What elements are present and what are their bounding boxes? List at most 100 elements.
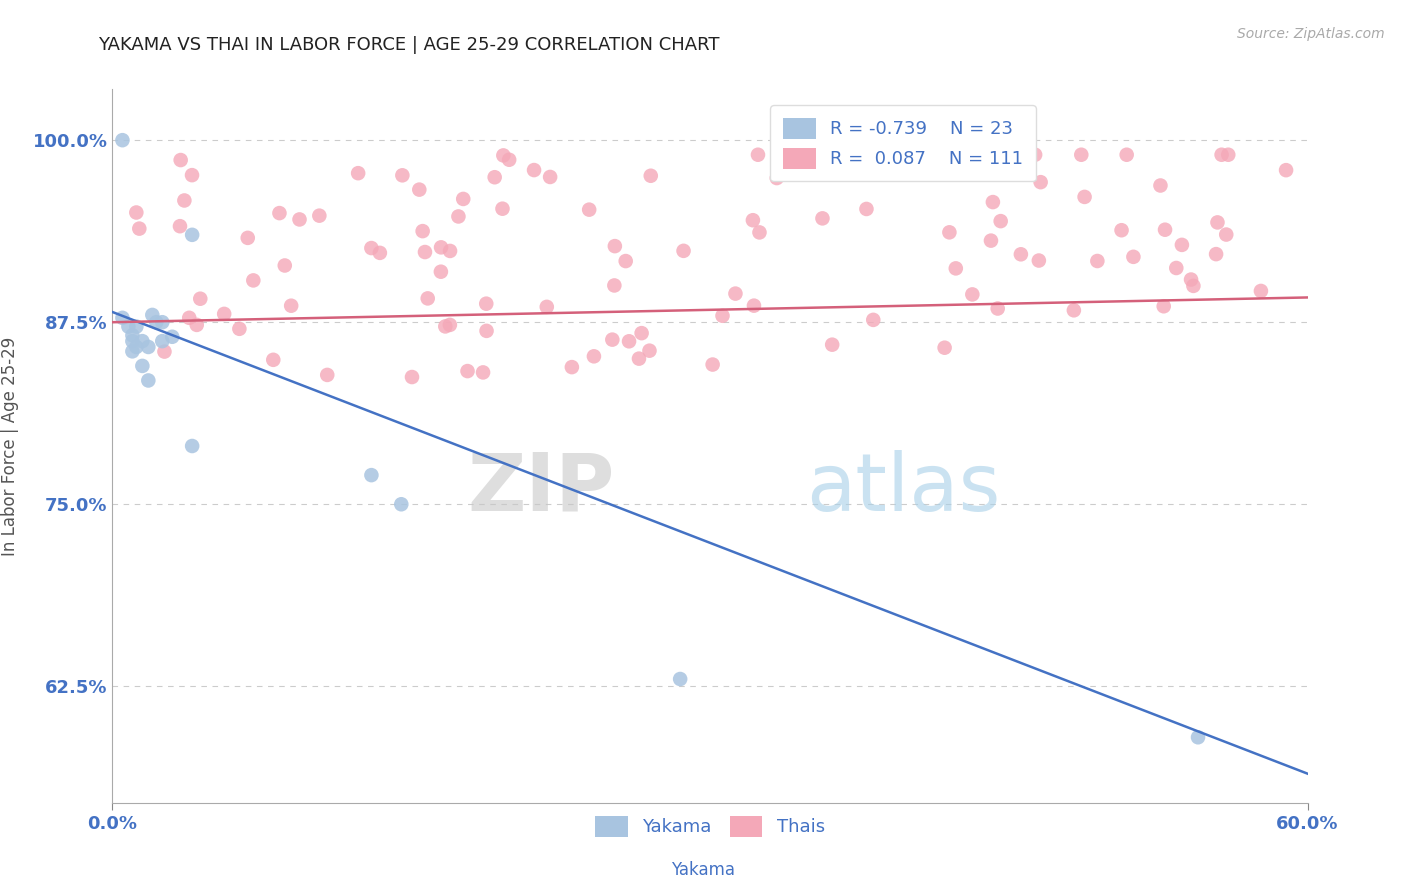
Point [981, 195, 1004, 210]
Point [859, 147, 882, 161]
Point [280, 299, 302, 313]
Point [797, 153, 820, 168]
Point [1206, 215, 1229, 229]
Point [228, 322, 250, 336]
Point [702, 358, 724, 372]
Point [741, 213, 763, 227]
Point [614, 254, 637, 268]
Point [447, 210, 470, 224]
Text: atlas: atlas [806, 450, 1000, 528]
Point [1171, 238, 1194, 252]
Point [173, 194, 195, 208]
Point [360, 468, 382, 483]
Point [169, 219, 191, 234]
Point [125, 205, 148, 219]
Point [1115, 147, 1137, 161]
Point [416, 292, 439, 306]
Point [617, 334, 640, 349]
Point [862, 313, 884, 327]
Point [389, 497, 412, 511]
Point [934, 341, 956, 355]
Point [523, 163, 546, 178]
Point [980, 234, 1002, 248]
Point [145, 315, 167, 329]
Point [990, 214, 1012, 228]
Point [987, 301, 1010, 316]
Point [1111, 223, 1133, 237]
Point [162, 330, 183, 344]
Point [491, 202, 513, 216]
Point [561, 360, 583, 375]
Point [472, 366, 495, 380]
Point [121, 334, 143, 348]
Point [748, 226, 770, 240]
Point [724, 286, 747, 301]
Point [1182, 278, 1205, 293]
Point [186, 318, 208, 332]
Point [640, 169, 662, 183]
Point [747, 147, 769, 161]
Point [1070, 147, 1092, 161]
Point [638, 343, 661, 358]
Point [945, 261, 967, 276]
Point [1029, 175, 1052, 189]
Point [1122, 250, 1144, 264]
Point [669, 672, 692, 686]
Point [1153, 299, 1175, 313]
Point [475, 296, 498, 310]
Point [131, 334, 153, 348]
Text: Yakama: Yakama [671, 861, 735, 879]
Point [368, 245, 391, 260]
Point [1149, 178, 1171, 193]
Point [242, 273, 264, 287]
Point [908, 151, 931, 165]
Point [855, 202, 877, 216]
Point [262, 352, 284, 367]
Point [391, 169, 413, 183]
Point [498, 153, 520, 167]
Point [484, 170, 506, 185]
Point [439, 244, 461, 258]
Point [111, 310, 134, 325]
Point [170, 153, 193, 167]
Point [181, 227, 204, 242]
Point [630, 326, 652, 340]
Point [578, 202, 600, 217]
Point [121, 344, 143, 359]
Text: Source: ZipAtlas.com: Source: ZipAtlas.com [1237, 27, 1385, 41]
Point [451, 192, 474, 206]
Y-axis label: In Labor Force | Age 25-29: In Labor Force | Age 25-29 [1, 336, 18, 556]
Point [603, 239, 626, 253]
Point [413, 245, 436, 260]
Point [401, 370, 423, 384]
Point [1211, 147, 1233, 161]
Point [153, 344, 176, 359]
Point [236, 231, 259, 245]
Point [811, 211, 834, 226]
Point [131, 359, 153, 373]
Point [212, 307, 235, 321]
Point [138, 374, 160, 388]
Point [711, 309, 734, 323]
Point [1010, 247, 1032, 261]
Point [412, 224, 434, 238]
Point [121, 328, 143, 343]
Point [430, 265, 453, 279]
Point [188, 292, 211, 306]
Point [938, 225, 960, 239]
Point [269, 206, 291, 220]
Point [138, 340, 160, 354]
Point [1180, 272, 1202, 286]
Point [179, 310, 201, 325]
Point [1187, 731, 1209, 745]
Point [1085, 254, 1108, 268]
Point [274, 259, 297, 273]
Point [347, 166, 370, 180]
Point [316, 368, 339, 382]
Point [475, 324, 498, 338]
Text: YAKAMA VS THAI IN LABOR FORCE | AGE 25-29 CORRELATION CHART: YAKAMA VS THAI IN LABOR FORCE | AGE 25-2… [98, 36, 720, 54]
Point [1166, 260, 1188, 275]
Point [797, 147, 820, 161]
Point [582, 349, 605, 363]
Point [1205, 247, 1227, 261]
